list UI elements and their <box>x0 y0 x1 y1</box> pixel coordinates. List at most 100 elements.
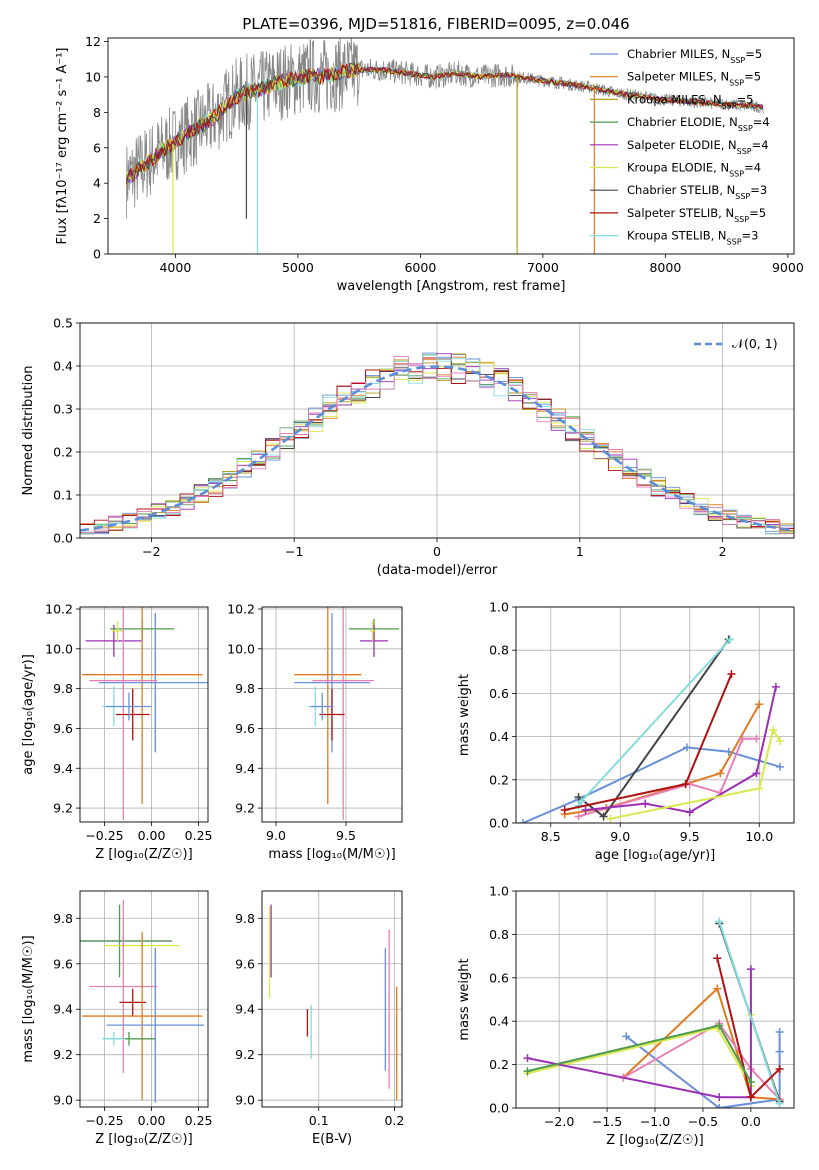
y-tick-label: 9.2 <box>53 801 73 816</box>
legend-label: Kroupa STELIB, NSSP=3 <box>627 229 758 247</box>
plot-area-residuals <box>80 352 794 535</box>
y-axis-label: Flux [fλ10⁻¹⁷ erg cm⁻² s⁻¹ A⁻¹] <box>55 48 70 245</box>
x-tick-label: 8.5 <box>541 829 561 844</box>
data-point-marker <box>715 917 724 926</box>
y-tick-label: 9.6 <box>235 721 255 736</box>
data-point-marker <box>726 635 735 644</box>
x-tick-label: 0.1 <box>309 1113 329 1128</box>
y-tick-label: 9.8 <box>235 681 255 696</box>
data-point-marker <box>523 1067 532 1076</box>
x-axis-label: wavelength [Angstrom, rest frame] <box>337 279 566 294</box>
normal-curve <box>80 365 794 532</box>
x-axis-label: Z [log₁₀(Z/Z☉)] <box>95 1132 192 1147</box>
data-point-marker <box>560 806 569 815</box>
x-tick-label: 1 <box>576 544 584 559</box>
mass-weight-line <box>622 986 780 1101</box>
x-tick-label: −2 <box>142 544 160 559</box>
axes-frame <box>79 890 209 1108</box>
data-point-marker <box>769 726 778 735</box>
data-point-marker <box>775 1064 784 1073</box>
y-tick-label: 8 <box>93 105 101 120</box>
mass-weight-line <box>527 1024 752 1083</box>
data-point-marker <box>716 769 725 778</box>
y-tick-label: 0.2 <box>53 445 73 460</box>
x-tick-label: 0.0 <box>741 1114 761 1129</box>
y-tick-label: 0.4 <box>489 729 509 744</box>
x-tick-label: 9.5 <box>336 828 356 843</box>
mass-weight-line <box>522 746 781 823</box>
panel-mass_weight_vs_age: 8.5 9.0 9.5 10.0 0.0 0.2 0.4 0.6 0.8 1.0 age [log₁… <box>457 600 795 863</box>
axes-frame <box>79 606 209 823</box>
data-point-marker <box>746 1093 755 1102</box>
data-point-marker <box>755 700 764 709</box>
x-tick-label: 0.2 <box>384 1113 404 1128</box>
x-tick-label: 4000 <box>159 260 191 275</box>
x-tick-label: 9.0 <box>610 829 630 844</box>
figure-title: PLATE=0396, MJD=51816, FIBERID=0095, z=0… <box>242 15 629 33</box>
x-axis-label: (data-model)/error <box>377 563 498 578</box>
data-point-marker <box>681 780 690 789</box>
x-tick-label: −0.5 <box>688 1114 718 1129</box>
x-tick-label: 9.0 <box>266 828 286 843</box>
y-tick-label: 9.4 <box>235 1002 255 1017</box>
legend-label: Salpeter ELODIE, NSSP=4 <box>627 138 769 156</box>
data-point-marker <box>776 736 785 745</box>
x-tick-label: 0.00 <box>138 1113 166 1128</box>
legend-label: Kroupa ELODIE, NSSP=4 <box>627 161 761 179</box>
data-point-marker <box>574 793 583 802</box>
data-point-marker <box>746 965 755 974</box>
data-point-marker <box>682 743 691 752</box>
y-tick-label: 10.2 <box>227 601 255 616</box>
x-tick-label: 9.5 <box>680 829 700 844</box>
legend-label: 𝒩(0, 1) <box>732 336 778 351</box>
y-tick-label: 10.0 <box>45 641 73 656</box>
y-tick-label: 9.4 <box>53 761 73 776</box>
data-point-marker <box>713 954 722 963</box>
data-point-marker <box>776 762 785 771</box>
data-point-marker <box>523 1054 532 1063</box>
axes-frame <box>261 606 403 823</box>
x-tick-label: 8000 <box>649 260 681 275</box>
y-tick-label: 9.4 <box>53 1002 73 1017</box>
y-tick-label: 0.6 <box>489 970 509 985</box>
x-tick-label: −0.25 <box>85 828 123 843</box>
panel-mass_weight_vs_Z: −2.0 −1.5 −1.0 −0.5 0.0 0.0 0.2 0.4 0.6 0.8 1.0 Z [… <box>457 884 795 1148</box>
y-tick-label: 0.8 <box>489 927 509 942</box>
legend-label: Salpeter STELIB, NSSP=5 <box>627 206 766 224</box>
data-point-marker <box>581 806 590 815</box>
mass-weight-line <box>578 737 757 818</box>
y-axis-label: mass [log₁₀(M/M☉)] <box>21 935 36 1062</box>
panel-spectrum: 4000 5000 6000 7000 8000 9000 0 2 4 6 8 10 12 wavelen… <box>55 34 804 294</box>
data-point-marker <box>518 819 527 823</box>
y-tick-label: 6 <box>93 140 101 155</box>
y-tick-label: 9.8 <box>235 911 255 926</box>
panel-age_vs_mass: 9.0 9.5 9.2 9.4 9.6 9.8 10.0 10.2 mass [log₁₀(M/… <box>227 601 403 862</box>
data-point-marker <box>727 669 736 678</box>
x-tick-label: 10.0 <box>745 829 773 844</box>
y-tick-label: 9.6 <box>53 956 73 971</box>
legend-label: Kroupa MILES, NSSP=5 <box>627 92 753 110</box>
y-tick-label: 0.6 <box>489 686 509 701</box>
data-point-marker <box>775 1047 784 1056</box>
axes-frame <box>515 606 795 824</box>
y-tick-label: 0.0 <box>53 531 73 546</box>
data-point-marker <box>752 769 761 778</box>
axes-frame <box>79 322 795 539</box>
y-tick-label: 9.2 <box>235 801 255 816</box>
legend-label: Chabrier STELIB, NSSP=3 <box>627 183 767 201</box>
data-point-marker <box>775 1028 784 1037</box>
y-tick-label: 9.8 <box>53 911 73 926</box>
histogram-step <box>80 356 794 535</box>
x-tick-label: 2 <box>719 544 727 559</box>
y-tick-label: 0.4 <box>489 1014 509 1029</box>
axes-frame <box>107 37 795 255</box>
data-point-marker <box>746 1077 755 1086</box>
y-tick-label: 9.6 <box>235 956 255 971</box>
y-tick-label: 0.1 <box>53 488 73 503</box>
y-axis-label: age [log₁₀(age/yr)] <box>21 654 36 775</box>
y-tick-label: 9.4 <box>235 761 255 776</box>
panel-age_vs_Z: −0.25 0.00 0.25 9.2 9.4 9.6 9.8 10.0 10.2 Z [log₁… <box>21 601 213 862</box>
data-point-marker <box>606 814 615 823</box>
plot-area-spectrum <box>125 38 764 254</box>
